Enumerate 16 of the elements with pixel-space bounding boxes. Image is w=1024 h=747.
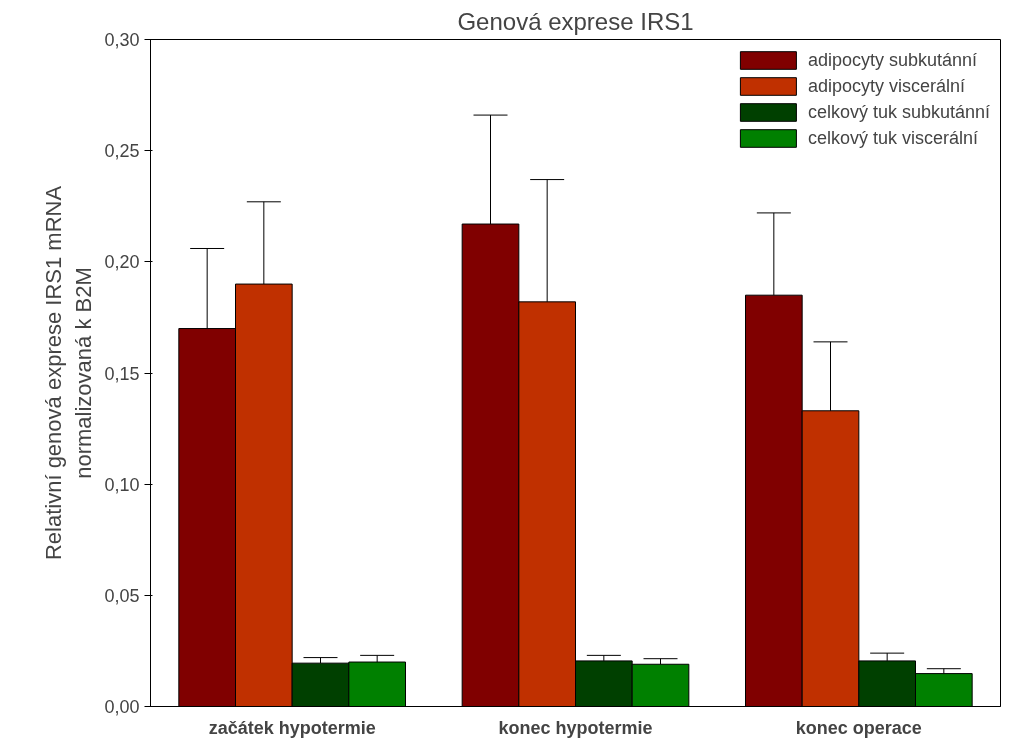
legend-label: celkový tuk subkutánní bbox=[807, 101, 990, 123]
legend-label: adipocyty subkutánní bbox=[807, 49, 978, 71]
legend-label: celkový tuk viscerální bbox=[807, 127, 978, 149]
chart-title: Genová exprese IRS1 bbox=[457, 7, 694, 35]
y-tick-label: 0,15 bbox=[104, 363, 140, 384]
y-tick-label: 0,00 bbox=[104, 697, 140, 717]
y-tick-label: 0,30 bbox=[104, 30, 140, 50]
y-tick-label: 0,05 bbox=[104, 585, 140, 606]
y-axis-title: Relativní genová exprese IRS1 mRNA normalizovaná k B2M bbox=[41, 185, 97, 561]
legend-label: adipocyty viscerální bbox=[807, 75, 965, 97]
x-tick-label: začátek hypotermie bbox=[208, 717, 376, 738]
y-tick-label: 0,20 bbox=[104, 252, 140, 273]
x-tick-label: konec hypotermie bbox=[498, 717, 653, 738]
y-tick-label: 0,10 bbox=[104, 474, 140, 495]
x-tick-label: konec operace bbox=[795, 717, 922, 738]
y-tick-label: 0,25 bbox=[104, 141, 140, 162]
